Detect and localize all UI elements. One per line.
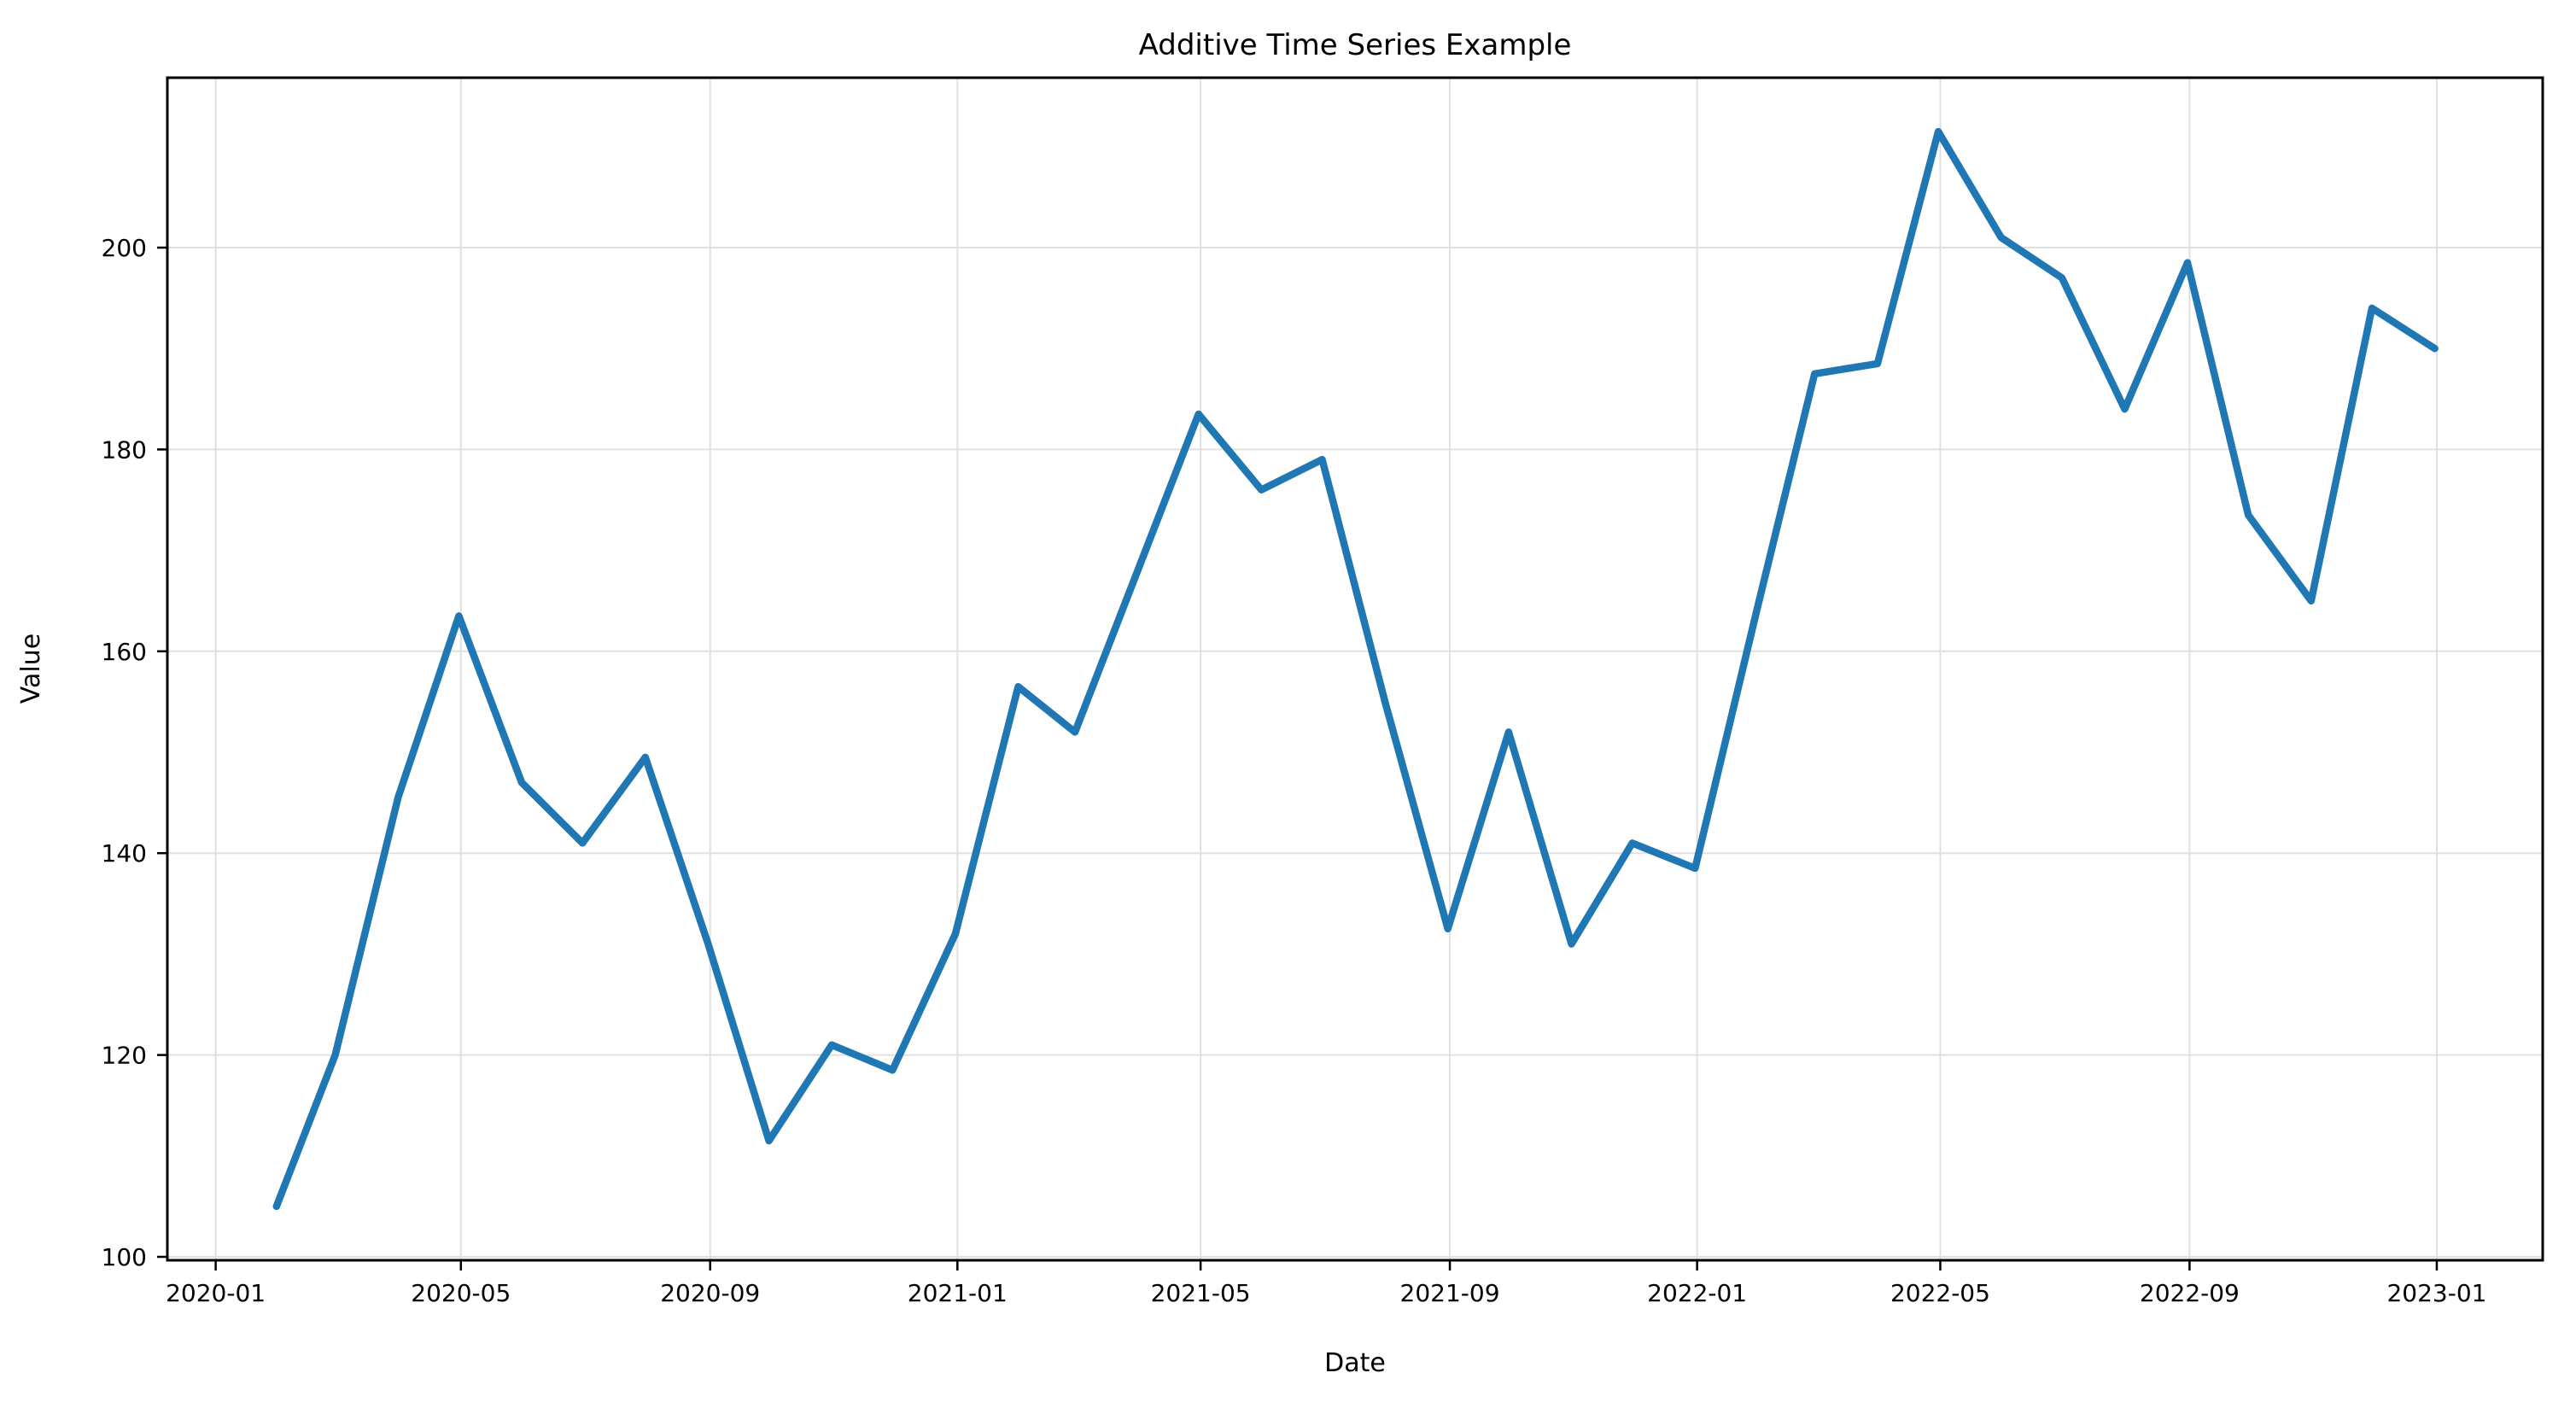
axis-layer: 100 120 140 160 180 200 2020-01 2020-05 2020-09 2… [102, 76, 2544, 1307]
y-axis-label: Value [16, 634, 46, 704]
x-tick-label: 2021-05 [1151, 1279, 1251, 1307]
y-tick-label: 160 [102, 638, 147, 666]
x-axis-label: Date [1324, 1348, 1386, 1378]
x-tick-label: 2021-09 [1400, 1279, 1500, 1307]
x-tick-label: 2022-01 [1647, 1279, 1747, 1307]
plot-border [166, 76, 2544, 1262]
y-tick-label: 140 [102, 839, 147, 867]
data-line [272, 127, 2439, 1211]
y-tick-label: 180 [102, 435, 147, 464]
grid-layer [167, 78, 2543, 1260]
label-layer: Additive Time Series Example Date Value [16, 28, 1571, 1378]
chart-title: Additive Time Series Example [1139, 28, 1572, 62]
x-tick-label: 2022-05 [1890, 1279, 1990, 1307]
y-tick-label: 120 [102, 1042, 147, 1070]
x-tick-label: 2020-01 [166, 1279, 266, 1307]
x-tick-label: 2021-01 [908, 1279, 1008, 1307]
y-tick-label: 100 [102, 1243, 147, 1271]
x-tick-label: 2020-05 [411, 1279, 511, 1307]
x-tick-label: 2022-09 [2140, 1279, 2240, 1307]
y-tick-label: 200 [102, 234, 147, 262]
series-layer [272, 127, 2439, 1211]
x-tick-label: 2020-09 [660, 1279, 760, 1307]
x-tick-label: 2023-01 [2386, 1279, 2486, 1307]
